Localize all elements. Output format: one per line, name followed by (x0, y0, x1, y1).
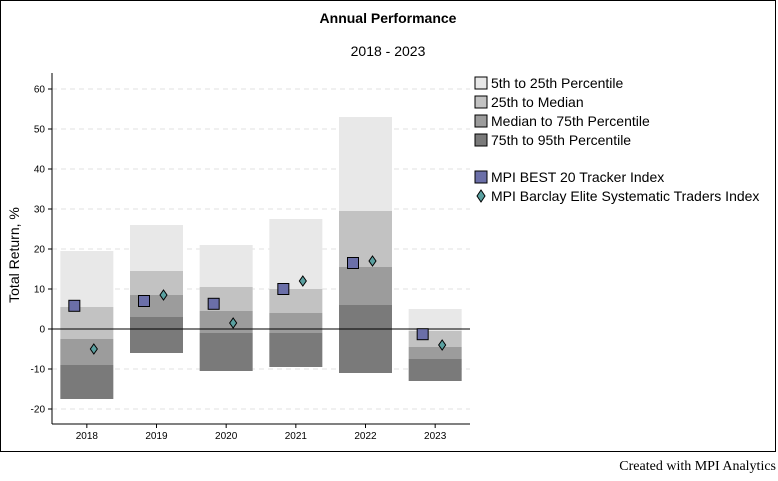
percentile-band (408, 331, 462, 347)
y-axis-label: Total Return, % (6, 207, 22, 303)
percentile-band (408, 359, 462, 381)
y-tick-label: -20 (31, 405, 46, 416)
percentile-band (199, 245, 253, 287)
best20-marker (347, 257, 359, 269)
chart-title: Annual Performance (320, 10, 457, 26)
x-tick-label: 2018 (76, 431, 99, 442)
percentile-band (199, 287, 253, 311)
percentile-band (130, 295, 183, 317)
best20-marker (207, 297, 220, 310)
gridlines (52, 88, 470, 410)
percentile-band (130, 225, 183, 271)
legend-swatch (474, 133, 488, 147)
legend-label: Median to 75th Percentile (491, 113, 650, 129)
percentile-band (339, 211, 392, 267)
percentile-band (60, 251, 114, 307)
legend-label: MPI Barclay Elite Systematic Traders Ind… (491, 188, 759, 204)
legend-swatch (474, 114, 488, 128)
percentile-band (130, 317, 183, 353)
best20-marker (277, 283, 290, 295)
barclay-marker (438, 339, 447, 351)
percentile-band (408, 347, 462, 359)
y-tick-label: 20 (34, 245, 46, 256)
percentile-band (269, 219, 323, 289)
y-tick-label: 50 (34, 125, 46, 136)
legend-swatch (474, 170, 488, 184)
y-tick-label: 0 (39, 325, 45, 336)
y-tick-label: 40 (34, 165, 46, 176)
y-tick-label: 60 (34, 85, 46, 96)
best20-marker (68, 299, 81, 312)
percentile-band (408, 309, 462, 331)
chart-frame (0, 0, 776, 452)
percentile-band (339, 305, 392, 373)
x-tick-label: 2022 (354, 431, 377, 442)
legend-label: MPI BEST 20 Tracker Index (491, 169, 664, 185)
percentile-band (130, 271, 183, 295)
legend-label: 25th to Median (491, 94, 584, 110)
legend-label: 5th to 25th Percentile (491, 75, 624, 91)
chart-subtitle: 2018 - 2023 (351, 43, 426, 59)
barclay-marker (368, 255, 377, 267)
y-tick-label: 10 (34, 285, 46, 296)
y-tick-label: 30 (34, 205, 46, 216)
percentile-bands (60, 117, 462, 399)
footer-credit: Created with MPI Analytics (619, 459, 776, 474)
x-tick-label: 2021 (285, 431, 308, 442)
x-tick-label: 2023 (424, 431, 447, 442)
legend-swatch (476, 189, 486, 203)
percentile-band (269, 313, 323, 333)
legend-swatch (474, 95, 488, 109)
legend-label: 75th to 95th Percentile (491, 132, 631, 148)
legend-swatch (474, 76, 488, 90)
barclay-marker (229, 317, 238, 329)
barclay-marker (159, 289, 168, 301)
barclay-marker (89, 343, 98, 355)
percentile-band (339, 117, 392, 211)
axes: -20 -10 0 10 20 30 40 50 60 2018 2019 2020 2021 2022 2… (31, 73, 470, 442)
best20-marker (416, 328, 429, 341)
best20-marker (138, 295, 150, 307)
percentile-band (60, 339, 114, 365)
series-markers (68, 255, 447, 355)
percentile-band (199, 333, 253, 371)
percentile-band (269, 289, 323, 313)
x-tick-label: 2019 (145, 431, 168, 442)
percentile-band (269, 333, 323, 367)
legend: 5th to 25th Percentile 25th to Median Medi… (474, 75, 759, 204)
x-tick-label: 2020 (215, 431, 238, 442)
barclay-marker (298, 275, 307, 287)
y-tick-label: -10 (31, 365, 46, 376)
percentile-band (60, 365, 114, 399)
percentile-band (339, 267, 392, 305)
percentile-band (60, 307, 114, 339)
percentile-band (199, 311, 253, 333)
